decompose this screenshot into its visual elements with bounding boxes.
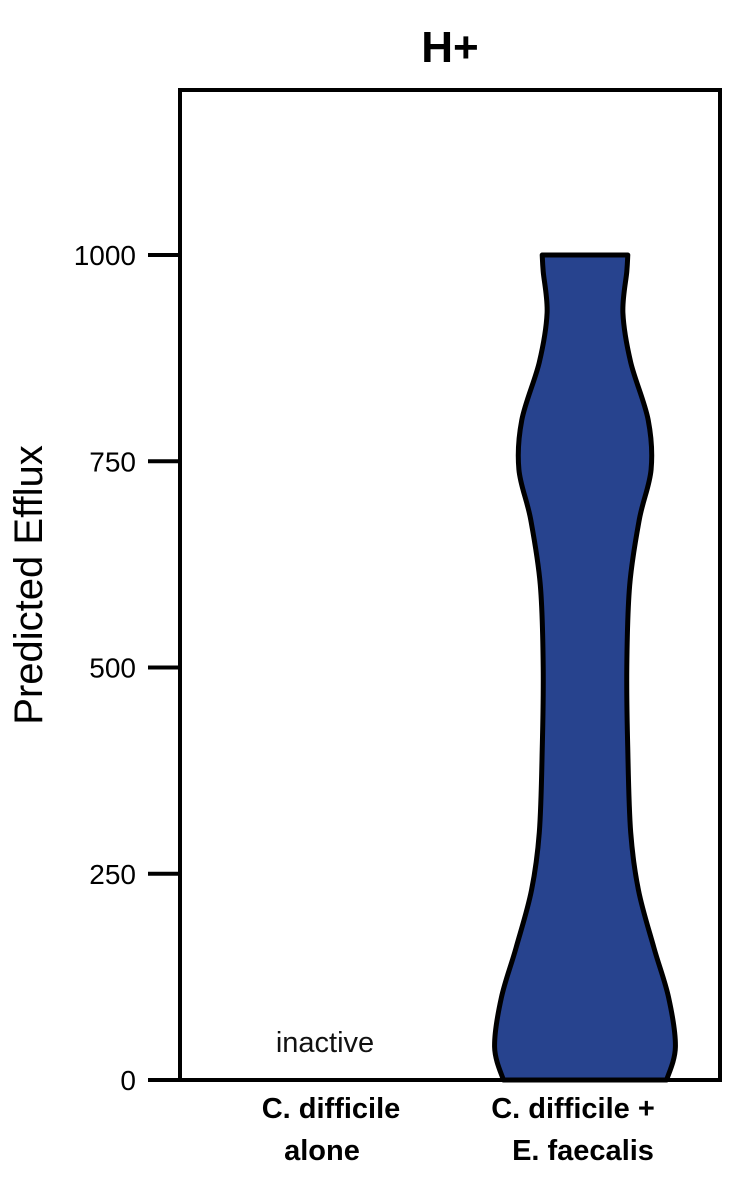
violins <box>492 252 678 1083</box>
y-tick-label-750: 750 <box>89 446 136 477</box>
category-label-2-line2: E. faecalis <box>512 1135 654 1167</box>
category-label-1-line1: C. difficile <box>262 1093 401 1125</box>
y-tick-label-500: 500 <box>89 653 136 684</box>
chart-title: H+ <box>421 23 478 72</box>
y-tick-label-1000: 1000 <box>74 240 136 271</box>
y-tick-label-250: 250 <box>89 859 136 890</box>
category-label-2-line1: C. difficile + <box>491 1093 655 1125</box>
plot-frame <box>178 88 722 1082</box>
y-tick-label-0: 0 <box>120 1065 136 1096</box>
y-axis-ticks: 0 250 500 750 1000 <box>74 240 180 1096</box>
inactive-annotation: inactive <box>276 1027 374 1059</box>
violin-2 <box>492 252 678 1083</box>
category-label-1-line2: alone <box>284 1135 360 1167</box>
y-axis-label: Predicted Efflux <box>7 445 51 724</box>
